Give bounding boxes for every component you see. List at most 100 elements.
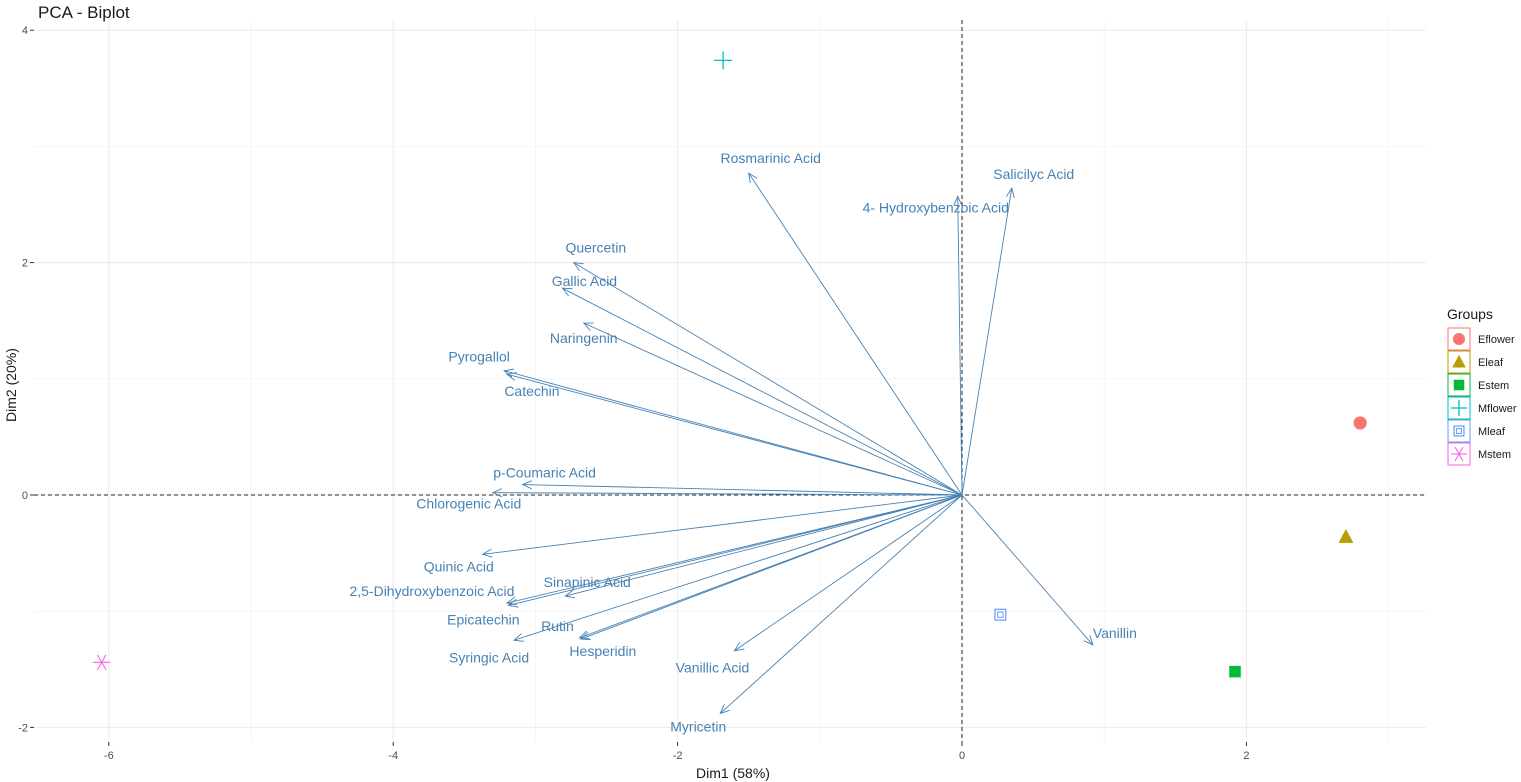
variable-arrow xyxy=(506,373,963,496)
legend-label-mstem: Mstem xyxy=(1478,449,1511,461)
variable-label: Naringenin xyxy=(550,330,618,346)
reference-lines xyxy=(34,20,1426,742)
x-tick-label: 2 xyxy=(1243,750,1249,762)
group-point-estem xyxy=(1229,665,1241,678)
variable-labels: Rosmarinic Acid 4- Hydroxybenzoic Acid Sal… xyxy=(349,150,1136,734)
variable-label: Quinic Acid xyxy=(424,558,494,574)
variable-label: Hesperidin xyxy=(569,643,636,659)
variable-arrow xyxy=(957,196,963,496)
variable-arrow xyxy=(508,494,963,606)
chart-title: PCA - Biplot xyxy=(38,3,130,22)
variable-arrowhead xyxy=(733,641,745,652)
variable-label: Rutin xyxy=(541,618,574,634)
grid-major xyxy=(34,20,1426,742)
variable-arrow xyxy=(748,172,963,496)
variable-label: Sinapinic Acid xyxy=(544,574,631,590)
marker-outer xyxy=(994,608,1007,621)
variable-arrows xyxy=(481,172,1094,715)
variable-arrowhead xyxy=(561,287,573,297)
variable-label: Vanillin xyxy=(1093,625,1137,641)
variable-label: Myricetin xyxy=(670,718,726,734)
legend-label-mflower: Mflower xyxy=(1478,403,1517,415)
variable-label: Rosmarinic Acid xyxy=(721,150,821,166)
variable-arrowhead xyxy=(748,172,758,184)
variable-arrowhead xyxy=(579,631,591,641)
y-tick-label: 0 xyxy=(22,490,28,502)
variable-label: p-Coumaric Acid xyxy=(493,465,596,481)
variable-arrow xyxy=(522,484,963,496)
variable-arrowhead xyxy=(507,598,519,608)
grid-minor xyxy=(34,20,1426,742)
variable-arrow xyxy=(573,262,963,496)
legend-label-eflower: Eflower xyxy=(1478,334,1515,346)
variable-label: Epicatechin xyxy=(447,611,519,627)
variable-label: 2,5-Dihydroxybenzoic Acid xyxy=(349,583,514,599)
y-tick-label: -2 xyxy=(18,722,28,734)
group-point-mleaf xyxy=(994,608,1007,621)
variable-arrow xyxy=(580,494,963,640)
variable-arrowhead xyxy=(582,322,594,331)
variable-label: Pyrogallol xyxy=(448,349,509,365)
legend-label-eleaf: Eleaf xyxy=(1478,357,1504,369)
x-tick-label: 0 xyxy=(959,750,965,762)
legend-title: Groups xyxy=(1447,306,1493,322)
legend-label-estem: Estem xyxy=(1478,380,1509,392)
legend-label-mleaf: Mleaf xyxy=(1478,426,1506,438)
variable-arrowhead xyxy=(1083,635,1094,646)
legend-key-mflower xyxy=(1450,399,1468,417)
x-axis-ticks: -6 -4 -2 0 2 xyxy=(104,742,1249,762)
variable-arrow xyxy=(562,287,963,496)
variable-arrowhead xyxy=(578,630,590,639)
y-axis-title: Dim2 (20%) xyxy=(3,348,19,422)
group-point-eleaf xyxy=(1338,529,1354,543)
variable-label: Catechin xyxy=(504,383,559,399)
marker-inner xyxy=(997,611,1004,618)
marker-stroke xyxy=(1454,446,1464,462)
marker-outer xyxy=(1453,425,1465,437)
variable-arrow xyxy=(961,188,1013,496)
x-axis-title: Dim1 (58%) xyxy=(696,765,770,781)
variable-arrowhead xyxy=(719,704,730,715)
variable-arrowhead xyxy=(491,488,503,498)
variable-arrow xyxy=(583,322,963,496)
variable-arrowhead xyxy=(521,480,533,490)
variable-arrow xyxy=(482,494,963,555)
y-tick-label: 4 xyxy=(22,25,28,37)
legend-key-mstem xyxy=(1451,446,1467,462)
group-point-mstem xyxy=(93,654,111,671)
variable-label: Vanillic Acid xyxy=(676,660,750,676)
marker-stroke xyxy=(96,654,107,671)
x-tick-label: -6 xyxy=(104,750,114,762)
group-point-mflower xyxy=(714,51,733,70)
variable-arrowhead xyxy=(953,195,963,206)
variable-label: Quercetin xyxy=(565,240,626,256)
group-point-eflower xyxy=(1353,416,1367,430)
y-axis-ticks: -2 0 2 4 xyxy=(18,25,34,734)
legend-key-eleaf xyxy=(1452,354,1466,368)
x-tick-label: -2 xyxy=(673,750,683,762)
legend-key-estem xyxy=(1453,379,1465,391)
variable-arrow xyxy=(961,494,1094,646)
legend-key-box xyxy=(1447,419,1471,443)
variable-label: 4- Hydroxybenzoic Acid xyxy=(863,199,1009,215)
variable-label: Salicilyc Acid xyxy=(993,166,1074,182)
legend-key-mleaf xyxy=(1453,425,1465,437)
legend-key-eflower xyxy=(1452,332,1466,346)
variable-label: Gallic Acid xyxy=(552,273,617,289)
legend: Groups Eflower Eleaf Estem Mflower Mleaf Mste… xyxy=(1447,306,1517,466)
variable-arrowhead xyxy=(572,262,584,272)
variable-label: Syringic Acid xyxy=(449,649,529,665)
variable-arrowhead xyxy=(564,589,576,599)
variable-arrow xyxy=(492,492,963,496)
variable-arrow xyxy=(719,494,963,714)
variable-arrowhead xyxy=(505,372,517,381)
variable-arrowhead xyxy=(481,548,493,558)
variable-arrow xyxy=(734,494,963,652)
variable-arrowhead xyxy=(1005,187,1015,199)
group-points xyxy=(93,51,1367,678)
x-tick-label: -4 xyxy=(388,750,398,762)
variable-arrow xyxy=(565,494,963,597)
variable-label: Chlorogenic Acid xyxy=(416,496,521,512)
marker-inner xyxy=(1456,428,1462,434)
